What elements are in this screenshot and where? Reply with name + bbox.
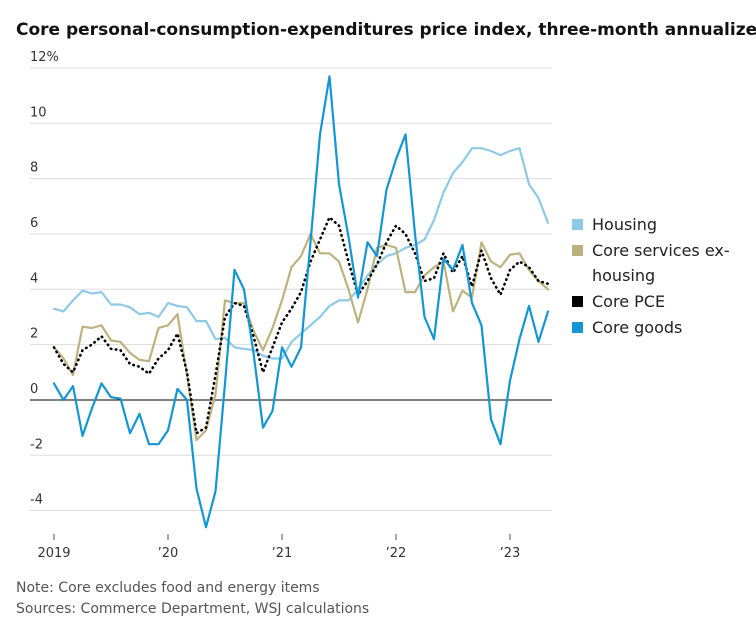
x-tick-label: ’23 [500,546,521,561]
legend-item: Core goods [572,315,742,340]
legend-item: Core services ex-housing [572,238,742,288]
y-tick-label: 0 [30,382,38,397]
legend-swatch [572,219,583,230]
legend-label: Core PCE [592,292,666,311]
legend-swatch [572,322,583,333]
y-tick-label: 10 [30,105,47,120]
legend: Housing Core services ex-housing Core PCE C… [572,212,742,341]
y-tick-label: 4 [30,271,38,286]
x-tick-label: 2019 [37,546,70,561]
y-tick-label: 8 [30,161,38,176]
x-tick-label: ’21 [272,546,293,561]
y-tick-label: -4 [30,493,43,508]
y-tick-label: 2 [30,327,38,342]
x-tick-label: ’22 [386,546,407,561]
series-line [52,232,550,442]
y-tick-label: 12% [30,50,59,65]
series-line [52,75,550,529]
y-tick-label: -2 [30,437,43,452]
chart-title: Core personal-consumption-expenditures p… [16,20,756,40]
legend-label: Core services ex-housing [592,241,730,285]
series-line [52,216,550,435]
legend-swatch [572,245,583,256]
series-line [52,147,550,360]
note: Note: Core excludes food and energy item… [16,580,320,596]
legend-item: Housing [572,212,742,237]
legend-label: Housing [592,215,658,234]
legend-swatch [572,296,583,307]
source: Sources: Commerce Department, WSJ calcul… [16,601,370,617]
x-tick-label: ’20 [158,546,179,561]
legend-label: Core goods [592,318,683,337]
y-tick-label: 6 [30,216,38,231]
legend-item: Core PCE [572,289,742,314]
